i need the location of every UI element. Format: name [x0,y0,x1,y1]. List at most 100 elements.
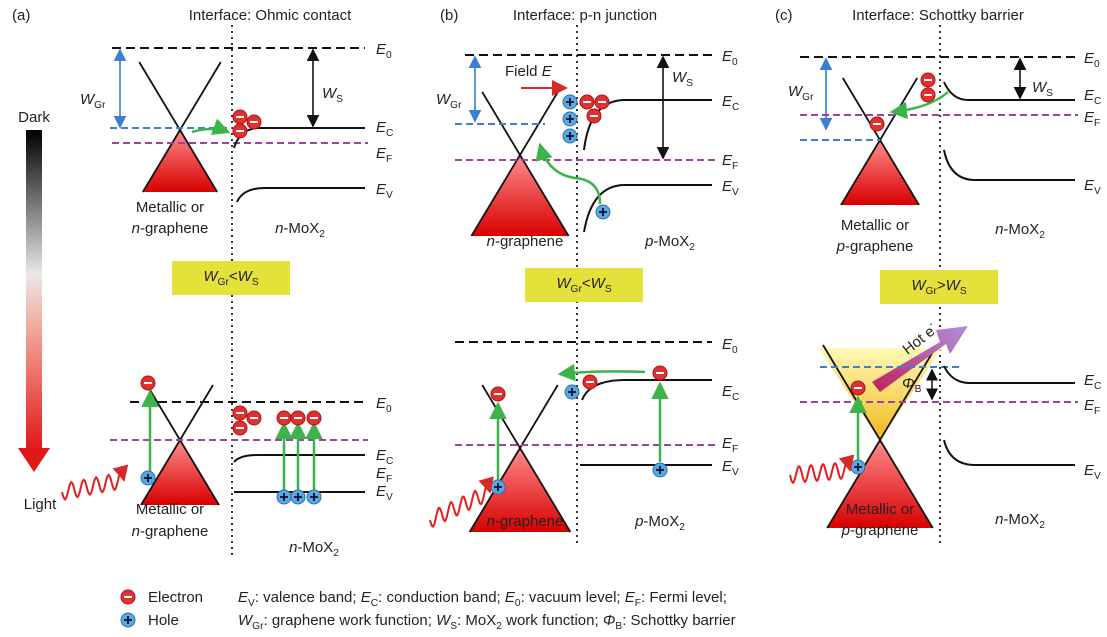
label: EC [1084,372,1101,392]
text-part: Gr [926,286,938,297]
text-part: V [386,190,393,201]
condition: WGr>WS [911,277,966,297]
band [944,150,1075,180]
text-part: n [289,539,297,556]
text-part: 0 [386,50,392,61]
label: EF [1084,109,1100,129]
label: n-graphene [487,233,564,250]
text-part: F [1094,118,1100,129]
text-part: 0 [732,345,738,356]
text-part: B [915,384,922,395]
text-part: Metallic or [841,217,909,234]
text-part: Metallic or [846,501,914,518]
text-part: F [732,161,738,172]
transfer-arrow [560,371,645,374]
text-part: C [371,598,378,609]
text-part: V [1094,186,1101,197]
text-part: C [1094,96,1101,107]
label: WGr [436,91,462,111]
label: Metallic or [846,501,914,518]
text-part: E [542,63,553,80]
text-part: -graphene [845,238,913,255]
text-part: S [1046,88,1053,99]
panel-label: (a) [12,7,30,24]
text-part: p [644,233,653,250]
text-part: 0 [1094,59,1100,70]
condition: WGr<WS [203,268,258,288]
label: EF [1084,397,1100,417]
label: EC [722,93,739,113]
panel-title: Interface: Ohmic contact [189,7,352,24]
label: n-MoX2 [995,221,1045,241]
text-part: C [386,128,393,139]
text-part: -MoX [297,539,333,556]
text-part: -MoX [283,220,319,237]
text-part: -graphene [495,233,563,250]
text-part: p [836,238,845,255]
text-part: C [732,102,739,113]
band [944,82,1075,100]
field-label: Field E [505,63,553,80]
text-part: C [1094,381,1101,392]
valence-cone [471,155,568,236]
valence-cone [143,130,217,192]
transfer-arrow [192,129,228,132]
legend-label: Electron [148,589,203,606]
label: n-graphene [487,513,564,530]
band [234,455,365,462]
text-part: 2 [1039,520,1045,531]
conduction-cone [818,348,942,440]
label: Metallic or [136,199,204,216]
label: EC [722,383,739,403]
text-part: V [732,187,739,198]
text-part: 2 [689,242,695,253]
label: EV [1084,177,1101,197]
condition: WGr<WS [556,275,611,295]
label: n-graphene [132,523,209,540]
text-part: -MoX [1003,221,1039,238]
text-part: -MoX [1003,511,1039,528]
text-part: : graphene work function; [264,612,437,629]
label: EV [722,458,739,478]
text-part: Gr [252,621,264,632]
label: WGr [80,91,106,111]
text-part: : conduction band; [378,589,505,606]
text-part: S [605,284,612,295]
label: EF [376,145,392,165]
text-part: V [386,492,393,503]
text-part: F [1094,406,1100,417]
text-part: : vacuum level; [521,589,625,606]
label: EV [376,483,393,503]
legend-definition: WGr: graphene work function; WS: MoX2 wo… [238,612,736,632]
text-part: 2 [319,229,325,240]
label: EV [376,181,393,201]
text-part: C [732,392,739,403]
label: WGr [788,83,814,103]
band [237,188,365,202]
text-part: F [386,154,392,165]
label: E0 [722,48,738,68]
label: EF [376,465,392,485]
light-scale [26,130,42,450]
text-part: : Fermi level; [641,589,727,606]
text-part: V [732,467,739,478]
text-part: < [582,275,591,292]
text-part: p [634,513,643,530]
text-part: : valence band; [255,589,361,606]
text-part: n [275,220,283,237]
band [944,440,1075,465]
label: E0 [722,336,738,356]
text-part: -graphene [850,522,918,539]
text-part: Gr [571,284,583,295]
text-part: Field [505,63,542,80]
text-part: 2 [1039,230,1045,241]
label: EC [376,447,393,467]
label: EF [722,435,738,455]
scale-label: Light [24,496,57,513]
label: E0 [1084,50,1100,70]
text-part: Gr [218,277,230,288]
text-part: Gr [94,100,106,111]
label: WS [672,69,693,89]
label: EV [722,178,739,198]
band [582,380,712,400]
